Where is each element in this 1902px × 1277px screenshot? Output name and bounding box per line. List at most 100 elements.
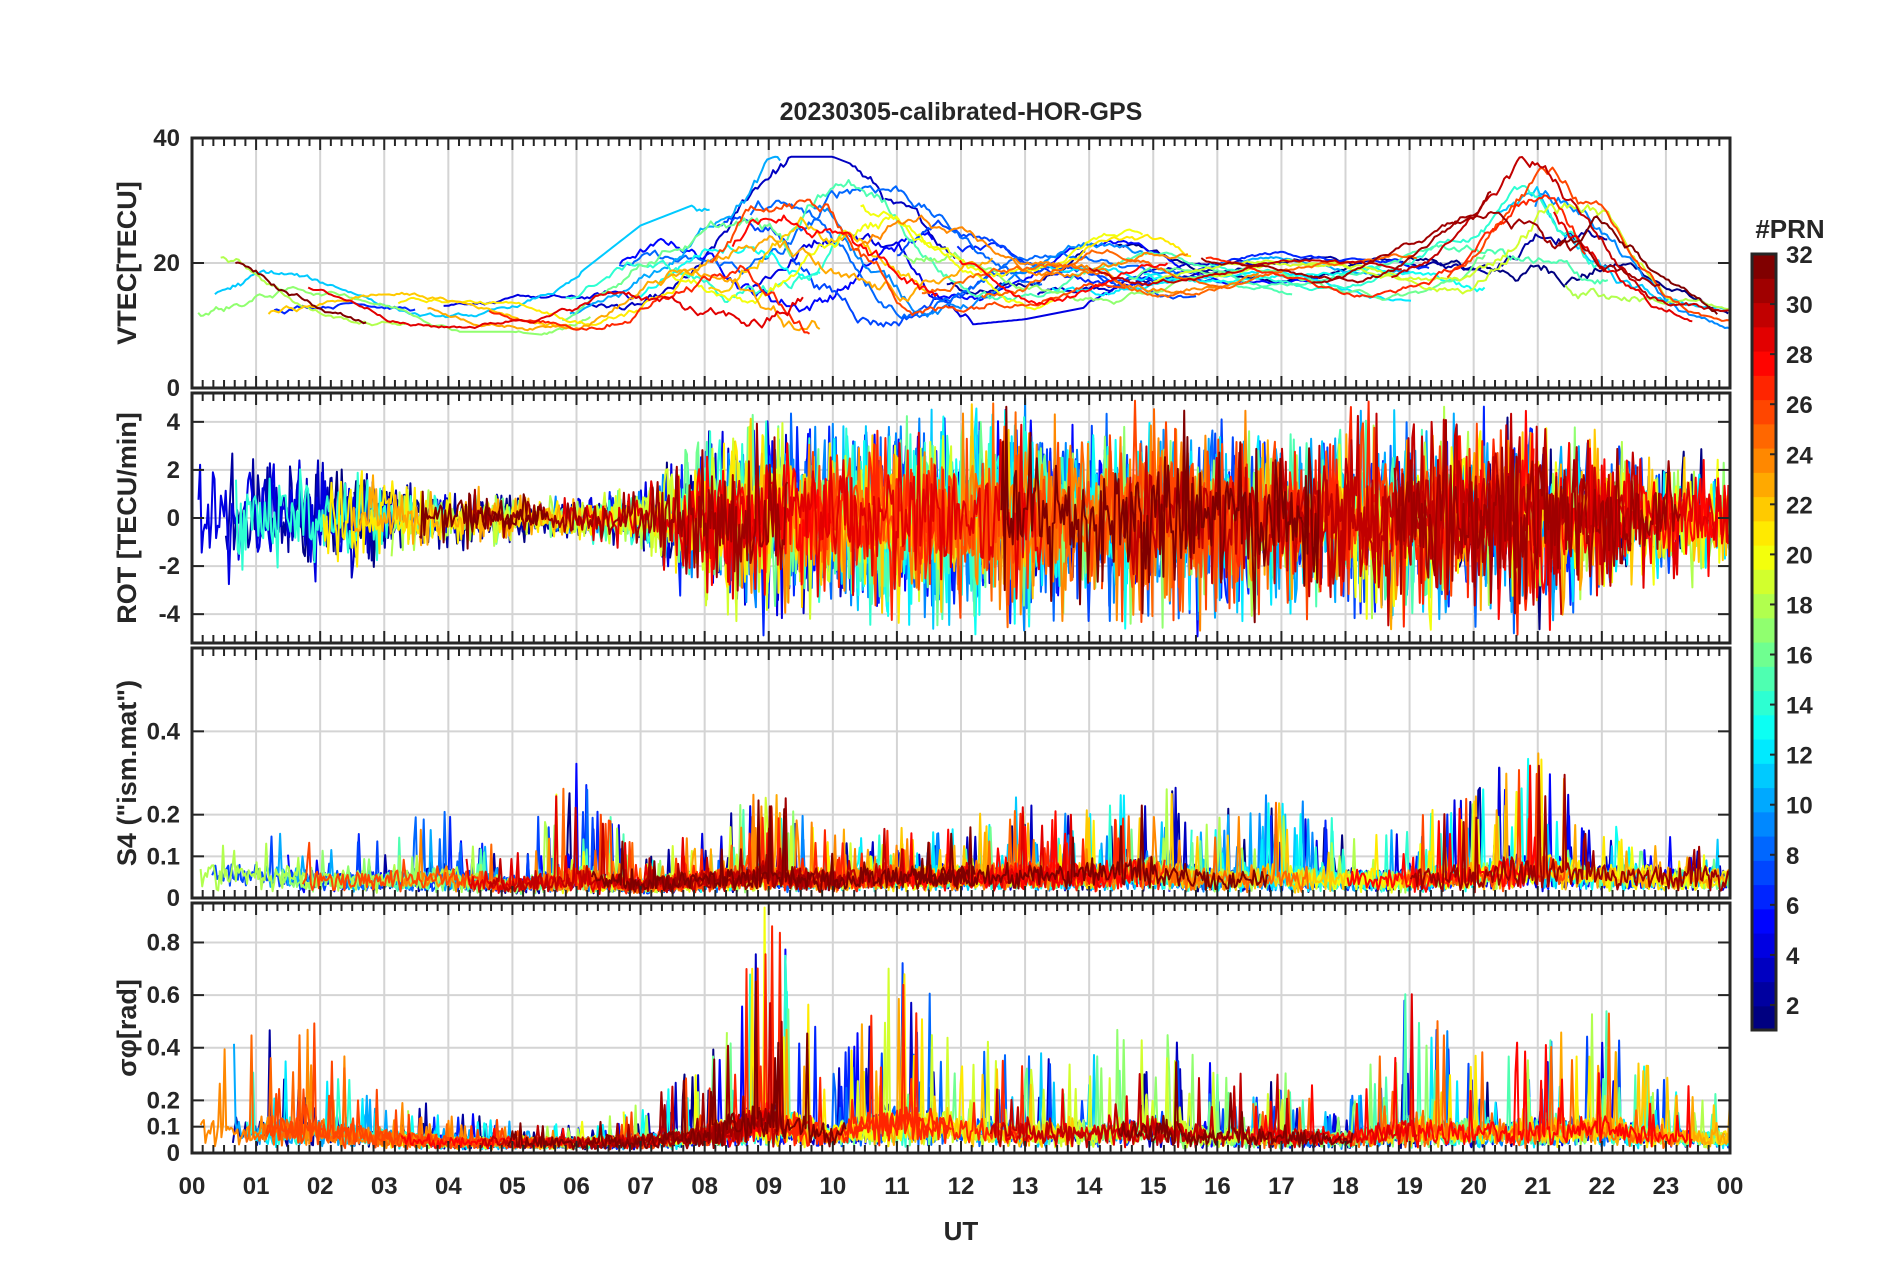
colorbar-tick-label: 18 bbox=[1786, 592, 1813, 619]
colorbar-tick-label: 12 bbox=[1786, 743, 1813, 770]
colorbar-frame bbox=[1750, 252, 1778, 1032]
trace-prn-26 bbox=[709, 198, 1126, 317]
y-axis-label-vtec: VTEC[TECU] bbox=[112, 181, 142, 345]
x-tick-label: 15 bbox=[1140, 1173, 1167, 1200]
trace-prn-20 bbox=[669, 214, 1056, 311]
trace-prn-31 bbox=[1200, 190, 1492, 284]
y-tick-label: 40 bbox=[153, 125, 180, 152]
colorbar-segment bbox=[1752, 423, 1776, 449]
colorbar-segment bbox=[1752, 957, 1776, 983]
x-tick-label: 23 bbox=[1653, 1173, 1680, 1200]
chart-title: 20230305-calibrated-HOR-GPS bbox=[780, 98, 1143, 126]
colorbar-label: #PRN bbox=[1755, 214, 1824, 244]
y-tick-label: 20 bbox=[153, 250, 180, 277]
trace-prn-31 bbox=[1393, 419, 1681, 615]
trace-prn-23 bbox=[766, 997, 921, 1147]
trace-prn-8 bbox=[618, 185, 1043, 286]
x-tick-label: 07 bbox=[627, 1173, 654, 1200]
colorbar-segment bbox=[1752, 254, 1776, 279]
trace-prn-25 bbox=[921, 253, 1417, 298]
trace-prn-29 bbox=[307, 286, 804, 329]
x-tick-label: 10 bbox=[819, 1173, 846, 1200]
x-tick-label: 00 bbox=[1717, 1173, 1744, 1200]
colorbar-tick-label: 26 bbox=[1786, 392, 1813, 419]
panel-sigma_phi: 00.10.2 0.4 0.6 0.8σφ[rad] bbox=[112, 901, 1732, 1167]
x-tick-label: 19 bbox=[1396, 1173, 1423, 1200]
colorbar-segment bbox=[1752, 811, 1776, 837]
x-tick-label: 17 bbox=[1268, 1173, 1295, 1200]
y-tick-label: 0 bbox=[167, 375, 180, 402]
y-tick-label: 0.2 bbox=[147, 802, 180, 829]
trace-prn-11 bbox=[214, 204, 710, 319]
trace-prn-31 bbox=[1311, 211, 1661, 288]
colorbar-tick-label: 24 bbox=[1786, 442, 1813, 469]
y-tick-label: -2 bbox=[159, 553, 180, 580]
y-tick-label: 2 bbox=[167, 457, 180, 484]
colorbar-tick-label: 10 bbox=[1786, 793, 1813, 820]
trace-prn-30 bbox=[1391, 156, 1730, 312]
trace-prn-32 bbox=[235, 261, 367, 325]
trace-prn-18 bbox=[220, 256, 406, 327]
colorbar-tick-label: 8 bbox=[1786, 843, 1799, 870]
trace-prn-28 bbox=[958, 259, 1169, 306]
y-axis-label-s4: S4 ("ism.mat") bbox=[112, 680, 142, 866]
trace-prn-32 bbox=[1000, 405, 1320, 624]
trace-prn-27 bbox=[799, 429, 946, 621]
trace-prn-17 bbox=[903, 251, 1222, 305]
colorbar-segment bbox=[1752, 302, 1776, 328]
trace-prn-5 bbox=[930, 239, 1319, 302]
trace-prn-29 bbox=[1553, 211, 1693, 323]
colorbar-segment bbox=[1752, 569, 1776, 595]
colorbar-segment bbox=[1752, 326, 1776, 352]
y-tick-label: 0 bbox=[167, 1140, 180, 1167]
y-tick-label: 0.6 bbox=[147, 982, 180, 1009]
panel-vtec: 0 20 40 VTEC[TECU] bbox=[112, 125, 1732, 402]
x-tick-label: 06 bbox=[563, 1173, 590, 1200]
colorbar-segment bbox=[1752, 375, 1776, 401]
colorbar-segment bbox=[1752, 908, 1776, 934]
x-tick-label: 04 bbox=[435, 1173, 462, 1200]
trace-prn-25 bbox=[949, 801, 1310, 894]
colorbar-segment bbox=[1752, 496, 1776, 522]
y-tick-label: 0.1 bbox=[147, 843, 180, 870]
colorbar-segment bbox=[1752, 520, 1776, 546]
trace-prn-32 bbox=[1557, 215, 1718, 315]
trace-prn-31 bbox=[584, 1044, 741, 1150]
trace-prn-1 bbox=[1115, 243, 1360, 284]
y-tick-label: 0.1 bbox=[147, 1114, 180, 1141]
trace-prn-27 bbox=[488, 264, 811, 335]
y-tick-label: -4 bbox=[159, 601, 181, 628]
x-tick-label: 22 bbox=[1588, 1173, 1615, 1200]
x-tick-label: 12 bbox=[948, 1173, 975, 1200]
y-tick-label: 0.2 bbox=[147, 1087, 180, 1114]
colorbar-tick-label: 30 bbox=[1786, 292, 1813, 319]
colorbar-tick-label: 20 bbox=[1786, 542, 1813, 569]
trace-prn-27 bbox=[1205, 194, 1586, 298]
colorbar-segment bbox=[1752, 617, 1776, 643]
trace-prn-14 bbox=[565, 231, 854, 303]
panel-s4: 0 0.1 0.2 0.4S4 ("ism.mat") bbox=[112, 646, 1732, 912]
colorbar-segment bbox=[1752, 472, 1776, 498]
colorbar-segment bbox=[1752, 448, 1776, 473]
trace-prn-32 bbox=[506, 980, 847, 1151]
colorbar-tick-label: 16 bbox=[1786, 643, 1813, 670]
colorbar-tick-label: 2 bbox=[1786, 993, 1799, 1020]
colorbar-segment bbox=[1752, 714, 1776, 740]
x-tick-label: 05 bbox=[499, 1173, 526, 1200]
colorbar-segment bbox=[1752, 981, 1776, 1007]
colorbar-tick-label: 6 bbox=[1786, 893, 1799, 920]
trace-prn-20 bbox=[860, 204, 1144, 278]
trace-prn-28 bbox=[731, 214, 939, 297]
trace-prn-8 bbox=[749, 199, 1223, 320]
colorbar-tick-label: 32 bbox=[1786, 242, 1813, 269]
x-tick-label: 08 bbox=[691, 1173, 718, 1200]
x-tick-label: 14 bbox=[1076, 1173, 1103, 1200]
trace-prn-30 bbox=[1088, 259, 1402, 287]
trace-prn-19 bbox=[1210, 202, 1678, 305]
colorbar-segment bbox=[1752, 690, 1776, 716]
colorbar-segment bbox=[1752, 787, 1776, 813]
y-tick-label: 0.8 bbox=[147, 929, 180, 956]
colorbar-segment bbox=[1752, 666, 1776, 692]
x-tick-label: 09 bbox=[755, 1173, 782, 1200]
